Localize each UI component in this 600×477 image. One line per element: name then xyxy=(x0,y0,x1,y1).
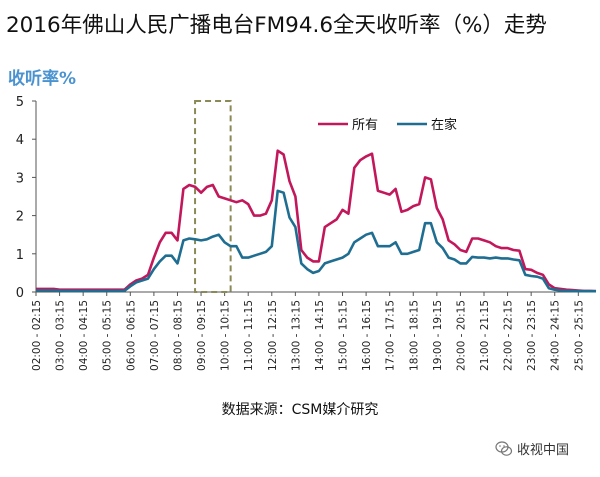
x-tick-label: 24:00 - 24:15 xyxy=(550,300,562,371)
x-tick-label: 21:00 - 21:15 xyxy=(479,300,491,371)
watermark-text: 收视中国 xyxy=(517,443,570,458)
x-tick-label: 25:00 - 25:15 xyxy=(573,300,585,371)
x-tick-label: 11:00 - 11:15 xyxy=(243,300,255,371)
wechat-icon xyxy=(495,440,513,456)
series-line-home xyxy=(36,189,596,293)
watermark: 收视中国 xyxy=(495,439,595,458)
x-tick-label: 14:00 - 14:15 xyxy=(314,300,326,371)
y-tick-label: 4 xyxy=(16,133,24,148)
x-tick-label: 09:00 - 09:15 xyxy=(196,300,208,371)
x-tick-label: 18:00 - 18:15 xyxy=(408,300,420,371)
highlight-box xyxy=(194,100,232,293)
y-axis-label: 收听率% xyxy=(8,69,77,89)
x-tick-label: 06:00 - 06:15 xyxy=(125,300,137,371)
chart-title: 2016年佛山人民广播电台FM94.6全天收听率（%）走势 xyxy=(6,13,547,38)
x-tick-label: 07:00 - 07:15 xyxy=(149,300,161,371)
x-tick-label: 08:00 - 08:15 xyxy=(172,300,184,371)
legend-label: 在家 xyxy=(431,117,457,133)
x-tick-label: 22:00 - 22:15 xyxy=(503,300,515,371)
x-tick-label: 05:00 - 05:15 xyxy=(102,300,114,371)
x-tick-label: 10:00 - 10:15 xyxy=(220,300,232,371)
y-tick-label: 3 xyxy=(16,171,24,186)
x-tick-label: 12:00 - 12:15 xyxy=(267,300,279,371)
x-tick-label: 19:00 - 19:15 xyxy=(432,300,444,371)
x-tick-label: 20:00 - 20:15 xyxy=(455,300,467,371)
x-tick-label: 02:00 - 02:15 xyxy=(31,300,43,371)
line-chart: 0 1 2 3 4 5 02:00 - 02:15 03:00 - 03:15 04:00 -… xyxy=(16,95,597,371)
x-tick-label: 15:00 - 15:15 xyxy=(338,300,350,371)
x-tick-label: 04:00 - 04:15 xyxy=(78,300,90,371)
x-tick-label: 23:00 - 23:15 xyxy=(526,300,538,371)
x-tick-label: 13:00 - 13:15 xyxy=(290,300,302,371)
x-tick-label: 17:00 - 17:15 xyxy=(385,300,397,371)
data-source: 数据来源：CSM媒介研究 xyxy=(221,402,379,418)
x-tick-label: 03:00 - 03:15 xyxy=(55,300,67,371)
y-tick-label: 5 xyxy=(16,95,24,110)
series-line-all xyxy=(36,149,597,293)
y-tick-label: 0 xyxy=(16,286,24,301)
y-tick-label: 1 xyxy=(16,248,24,263)
x-tick-label: 16:00 - 16:15 xyxy=(361,300,373,371)
y-tick-label: 2 xyxy=(16,210,24,225)
legend-label: 所有 xyxy=(352,118,378,133)
